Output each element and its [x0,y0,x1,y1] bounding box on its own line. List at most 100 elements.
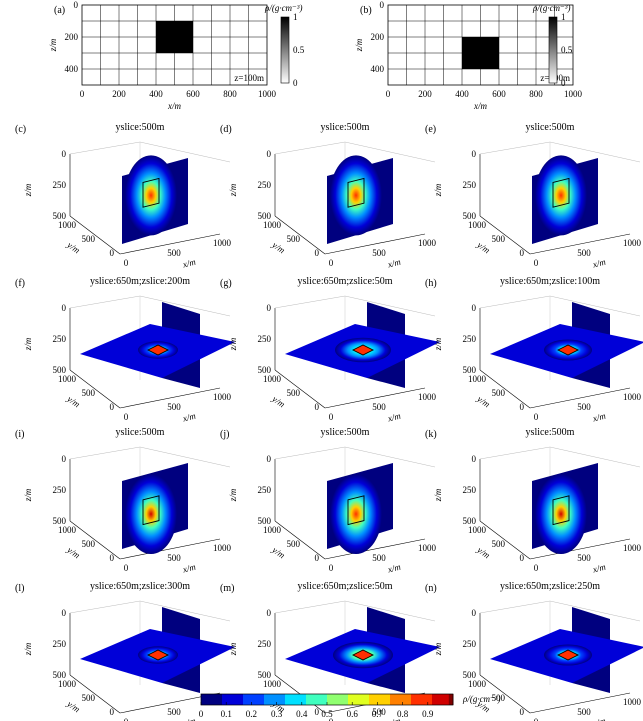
x-tick-label: 500 [372,248,386,258]
x-axis-label: x/m [591,256,608,269]
x-tick-label: 1000 [258,89,277,99]
x-tick-label: 0 [534,563,539,573]
panel-label: (m) [220,583,234,594]
z-tick-label: 0 [62,454,67,464]
colorbar-segment [280,694,286,705]
y-tick-label: 400 [371,64,385,74]
colorbar-segment [205,694,210,705]
z-axis-label: z/m [433,183,443,197]
z-axis-label: z/m [23,337,33,351]
panel-label: (g) [220,278,232,289]
colorbar-tick-label: 0.7 [372,709,384,719]
z-axis-label: z/m [23,183,33,197]
panel-i: (i) yslice:500m0250500z/m10005000y/m05001… [15,427,232,575]
z-tick-label: 500 [53,516,67,526]
back-edge [69,295,231,317]
y-tick-label: 500 [82,388,96,398]
colorbar-tick-label: 0.3 [271,709,283,719]
colorbar-segment [390,694,395,705]
y-axis [69,215,121,255]
panel-title: yslice:650m;zslice:200m [90,276,190,287]
z-tick-label: 250 [463,334,477,344]
model-box-outline [552,177,570,208]
y-tick-label: 1000 [263,679,282,689]
colorbar-segment [314,694,320,705]
colorbar-segment [226,694,231,705]
y-tick-label: 1000 [468,220,487,230]
y-tick-label: 1000 [263,374,282,384]
y-axis [479,520,531,560]
x-axis [324,538,426,560]
colorbar-segment [343,694,349,705]
colorbar-tick-label: 0.5 [561,45,573,55]
x-tick-label: 0 [386,89,391,99]
z-tick-label: 0 [472,303,477,313]
z-tick-label: 250 [53,180,67,190]
z-tick-label: 500 [463,516,477,526]
panel-n: (n) yslice:650m;zslice:250m 0 250 500 z/m 1000… [425,581,643,721]
density-anomaly [330,155,382,236]
x-tick-label: 0 [124,412,129,422]
panel-label: (a) [54,5,65,16]
colorbar-tick-label: 0 [199,709,204,719]
y-axis-label: y/m [65,239,83,256]
colorbar-segment [268,694,273,705]
y-tick-label: 0 [110,248,115,258]
x-tick-label: 500 [372,402,386,412]
colorbar-segment [301,694,307,705]
colorbar-segment [436,694,441,705]
x-tick-label: 500 [167,553,181,563]
y-tick-label: 1000 [58,220,77,230]
x-axis [324,387,426,409]
y-axis [479,215,531,255]
density-anomaly [125,155,177,236]
y-tick-label: 200 [371,32,385,42]
x-tick-label: 0 [124,717,129,721]
colorbar-segment [348,694,353,705]
model-box-outline [351,344,375,356]
colorbar-segment [234,694,240,705]
z-tick-label: 500 [258,211,272,221]
colorbar-segment [276,694,282,705]
x-axis-label: x/m [591,715,608,721]
y-tick-label: 500 [287,234,301,244]
z-tick-label: 500 [53,670,67,680]
colorbar-segment [285,694,290,705]
panel-label: (l) [15,583,24,594]
colorbar-label: ρ/(g·cm⁻³) [462,694,501,704]
y-axis-label: y/m [475,393,493,410]
x-tick-label: 500 [577,707,591,717]
x-axis [529,233,631,255]
y-axis-label: z/m [354,38,364,52]
z-tick-label: 0 [267,608,272,618]
x-axis-label: x/m [181,715,198,721]
y-tick-label: 0 [315,707,320,717]
z-tick-label: 0 [472,454,477,464]
y-axis [479,369,531,409]
x-axis-label: x/m [386,715,403,721]
panel-label: (f) [15,278,25,289]
colorbar-segment [327,694,332,705]
panel-c: (c) yslice:500m0250500z/m10005000y/m05001… [15,122,232,270]
x-tick-label: 800 [223,89,237,99]
y-axis-label: y/m [65,393,83,410]
colorbar-tick-label: 0.6 [347,709,359,719]
colorbar-segment [272,694,278,705]
panel-label: (b) [360,5,372,16]
y-tick-label: 200 [65,32,79,42]
panel-j: (j) yslice:500m0250500z/m10005000y/m05001… [220,427,437,575]
x-tick-label: 800 [529,89,543,99]
density-anomaly [330,474,382,555]
z-axis-label: z/m [433,488,443,502]
colorbar-segment [423,694,429,705]
x-tick-label: 1000 [418,238,437,248]
y-tick-label: 0 [110,707,115,717]
panel-label: (e) [425,124,436,135]
y-tick-label: 0 [315,553,320,563]
y-axis [69,674,121,714]
colorbar-tick-label: 0 [561,78,566,88]
x-tick-label: 500 [372,553,386,563]
y-axis [274,520,326,560]
x-tick-label: 1000 [623,697,642,707]
x-tick-label: 500 [372,707,386,717]
